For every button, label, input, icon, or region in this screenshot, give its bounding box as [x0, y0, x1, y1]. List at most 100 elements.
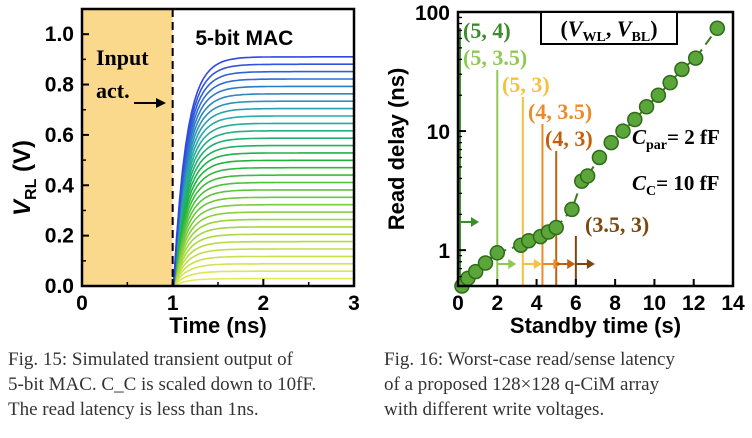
transient-curve	[82, 152, 354, 287]
transient-curve	[82, 166, 354, 287]
fig15-caption-line2: 5-bit MAC. C_C is scaled down to 10fF.	[8, 374, 317, 395]
data-point	[564, 201, 580, 218]
transient-curve	[82, 93, 354, 287]
data-point	[674, 61, 690, 78]
write-voltage-label: (4, 3)	[545, 126, 593, 151]
fig16-caption-line2: of a proposed 128×128 q-CiM array	[384, 374, 660, 395]
transient-curve	[82, 63, 354, 287]
threshold-arrow-head	[508, 259, 517, 269]
fig16-annotation-labels: (5, 4)(5, 3.5)(5, 3)(4, 3.5)(4, 3) (3.5, …	[463, 18, 649, 237]
x-tick-label: 10	[643, 292, 666, 315]
transient-curve	[82, 115, 354, 287]
legend-title: (VWL, VBL)	[560, 16, 657, 45]
threshold-arrow-head	[567, 259, 576, 269]
data-point	[548, 219, 564, 236]
threshold-arrow-head	[586, 259, 595, 269]
transient-curve	[82, 226, 354, 287]
write-voltage-label: (5, 3)	[502, 72, 550, 97]
y-tick-label: 1.0	[45, 23, 74, 46]
x-tick-label: 6	[570, 292, 582, 315]
transient-curve	[82, 56, 354, 287]
fig16-caption-line3: with different write voltages.	[384, 399, 605, 420]
x-tick-label: 4	[531, 292, 543, 315]
param-cc: CC= 10 fF	[632, 171, 719, 199]
data-point	[709, 20, 726, 37]
transient-curve	[82, 159, 354, 287]
y-tick-label: 0.6	[45, 124, 74, 147]
write-voltage-label: (5, 3.5)	[463, 45, 527, 70]
y-tick-label: 1	[438, 240, 450, 263]
transient-curve	[82, 270, 354, 287]
input-arrow	[134, 98, 166, 108]
transient-curve	[82, 122, 354, 287]
y-tick-label: 0.0	[45, 275, 74, 298]
transient-curve	[82, 174, 354, 287]
fig16-data-points	[454, 20, 726, 294]
threshold-arrow-head	[533, 259, 542, 269]
transient-curve	[82, 70, 354, 287]
data-point	[467, 263, 484, 280]
transient-curve	[82, 137, 354, 287]
transient-curve	[82, 130, 354, 287]
write-voltage-label: (3.5, 3)	[585, 212, 649, 237]
transient-curve	[82, 248, 354, 287]
y-tick-label: 10	[427, 121, 450, 144]
legend-title-box: (VWL, VBL)	[540, 11, 678, 45]
y-tick-label: 0.8	[45, 74, 75, 97]
transient-curve	[82, 100, 354, 287]
x-tick-label: 1	[167, 292, 179, 315]
x-tick-label: 0	[452, 292, 464, 315]
fig15-caption-line1: Fig. 15: Simulated transient output of	[8, 349, 293, 370]
fig15-plot-frame	[80, 7, 356, 288]
transient-curve	[82, 233, 354, 287]
write-voltage-label: (4, 3.5)	[528, 99, 592, 124]
fig16-x-axis-label: Standby time (s)	[510, 313, 681, 338]
fig16-arrows	[459, 217, 595, 269]
fig16-caption-line1: Fig. 16: Worst-case read/sense latency	[384, 349, 675, 370]
transient-curve	[82, 196, 354, 287]
x-tick-label: 14	[721, 292, 745, 315]
transient-curve	[82, 78, 354, 287]
y-tick-label: 0.4	[45, 174, 75, 197]
x-tick-label: 8	[609, 292, 621, 315]
data-point	[591, 149, 608, 166]
y-tick-label: 0.2	[45, 225, 74, 248]
fig15-curves	[82, 56, 354, 287]
fig15-x-axis-label: Time (ns)	[169, 313, 266, 338]
fig15-y-axis-label: VRL (V)	[9, 140, 40, 216]
param-cpar: Cpar= 2 fF	[632, 125, 720, 153]
transient-curve	[82, 107, 354, 287]
data-point	[650, 87, 667, 103]
fig16-caption: Fig. 16: Worst-case read/sense latency o…	[384, 347, 675, 422]
data-point	[477, 255, 494, 271]
transient-curve	[82, 85, 354, 287]
fig16-y-axis-label: Read delay (ns)	[384, 68, 409, 231]
threshold-arrow-head	[470, 217, 479, 227]
data-point	[615, 123, 631, 139]
y-tick-label: 100	[415, 2, 450, 25]
x-tick-label: 2	[257, 292, 269, 315]
transient-curve	[82, 189, 354, 287]
input-label-line2: act.	[96, 78, 130, 103]
data-point	[627, 111, 643, 128]
fig15-caption-line3: The read latency is less than 1ns.	[8, 399, 259, 420]
transient-curve	[82, 218, 354, 287]
data-point	[489, 245, 506, 261]
transient-curve	[82, 263, 354, 287]
data-point	[638, 99, 655, 115]
x-tick-label: 3	[348, 292, 360, 315]
transient-curve	[82, 181, 354, 287]
write-voltage-label: (5, 4)	[463, 18, 511, 43]
input-label-line1: Input	[96, 45, 149, 70]
transient-curve	[82, 255, 354, 287]
input-activation-region	[82, 9, 173, 286]
data-point	[687, 50, 704, 66]
x-tick-label: 12	[682, 292, 705, 315]
transient-curve	[82, 144, 354, 287]
mac-label: 5-bit MAC	[195, 27, 293, 50]
x-tick-label: 2	[491, 292, 503, 315]
x-tick-label: 0	[76, 292, 88, 315]
data-point	[662, 74, 678, 91]
data-point	[579, 168, 596, 184]
